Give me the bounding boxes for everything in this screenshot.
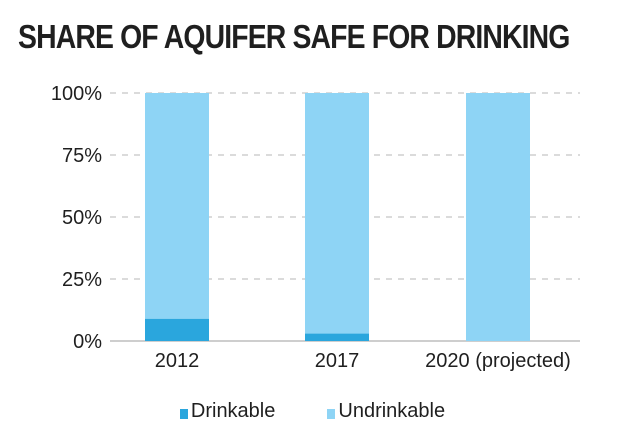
x-tick-label: 2020 (projected) [425, 350, 571, 372]
y-tick-label: 0% [73, 331, 102, 353]
bar-chart: 0% 25% 50% 75% 100% 2012 2017 2020 (projected) [51, 83, 580, 372]
legend: Drinkable Undrinkable [0, 400, 625, 423]
legend-label-undrinkable: Undrinkable [338, 400, 446, 422]
bar-drinkable-0 [145, 318, 209, 341]
legend-item-drinkable: Drinkable [179, 400, 276, 423]
bar-undrinkable-2 [466, 93, 530, 341]
chart-title: SHARE OF AQUIFER SAFE FOR DRINKING [18, 18, 570, 55]
y-tick-label: 50% [62, 207, 102, 229]
y-tick-label: 75% [62, 145, 102, 167]
x-tick-label: 2012 [155, 350, 200, 372]
bar-undrinkable-0 [145, 93, 209, 319]
legend-swatch-drinkable [179, 409, 188, 419]
legend-swatch-undrinkable [327, 409, 336, 419]
y-tick-label: 100% [51, 83, 102, 105]
y-axis-ticks: 0% 25% 50% 75% 100% [51, 83, 102, 353]
bars [145, 93, 530, 341]
legend-label-drinkable: Drinkable [190, 400, 276, 422]
x-tick-label: 2017 [315, 350, 360, 372]
bar-undrinkable-1 [305, 93, 369, 334]
x-axis-labels: 2012 2017 2020 (projected) [155, 350, 571, 372]
legend-item-undrinkable: Undrinkable [327, 400, 445, 423]
y-tick-label: 25% [62, 269, 102, 291]
bar-drinkable-1 [305, 333, 369, 341]
